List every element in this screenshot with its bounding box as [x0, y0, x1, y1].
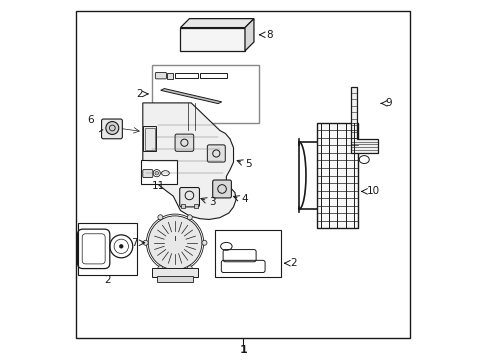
Circle shape: [158, 215, 163, 220]
Bar: [175, 73, 198, 78]
Text: 7: 7: [131, 238, 138, 248]
FancyBboxPatch shape: [175, 134, 194, 151]
Text: 5: 5: [245, 158, 252, 168]
Text: 10: 10: [367, 186, 380, 197]
Bar: [194, 204, 198, 208]
Bar: [180, 28, 245, 51]
Bar: [141, 160, 177, 184]
Bar: [157, 276, 193, 282]
Polygon shape: [351, 87, 378, 153]
Circle shape: [187, 215, 192, 220]
FancyBboxPatch shape: [155, 72, 167, 79]
Circle shape: [172, 239, 178, 246]
Bar: [167, 73, 172, 78]
Bar: [200, 73, 227, 78]
Text: 1: 1: [239, 345, 247, 355]
FancyBboxPatch shape: [101, 119, 122, 139]
Bar: [215, 230, 281, 277]
Text: 8: 8: [267, 30, 273, 40]
Text: 2: 2: [105, 275, 111, 285]
Bar: [152, 268, 198, 277]
Bar: [145, 128, 155, 149]
Circle shape: [155, 171, 159, 175]
Circle shape: [158, 266, 163, 271]
Polygon shape: [161, 89, 221, 104]
Bar: [152, 65, 259, 123]
Text: 4: 4: [242, 194, 248, 204]
Polygon shape: [245, 19, 254, 51]
Circle shape: [202, 240, 207, 245]
Circle shape: [149, 217, 201, 269]
Bar: [78, 223, 137, 275]
Circle shape: [187, 266, 192, 271]
Text: 3: 3: [209, 197, 216, 207]
FancyBboxPatch shape: [143, 170, 153, 177]
Circle shape: [143, 240, 148, 245]
Circle shape: [148, 216, 202, 270]
Text: 9: 9: [386, 98, 392, 108]
FancyBboxPatch shape: [213, 180, 231, 198]
Text: 2: 2: [136, 89, 143, 99]
Circle shape: [106, 122, 119, 134]
FancyBboxPatch shape: [207, 145, 225, 162]
Bar: [143, 126, 156, 151]
FancyBboxPatch shape: [180, 188, 199, 207]
Text: 6: 6: [87, 115, 94, 125]
Polygon shape: [143, 103, 236, 220]
Text: 2: 2: [290, 258, 296, 268]
Circle shape: [120, 244, 123, 248]
Polygon shape: [180, 19, 254, 28]
Bar: [181, 204, 185, 208]
Bar: [317, 123, 358, 228]
Text: 11: 11: [151, 181, 165, 191]
